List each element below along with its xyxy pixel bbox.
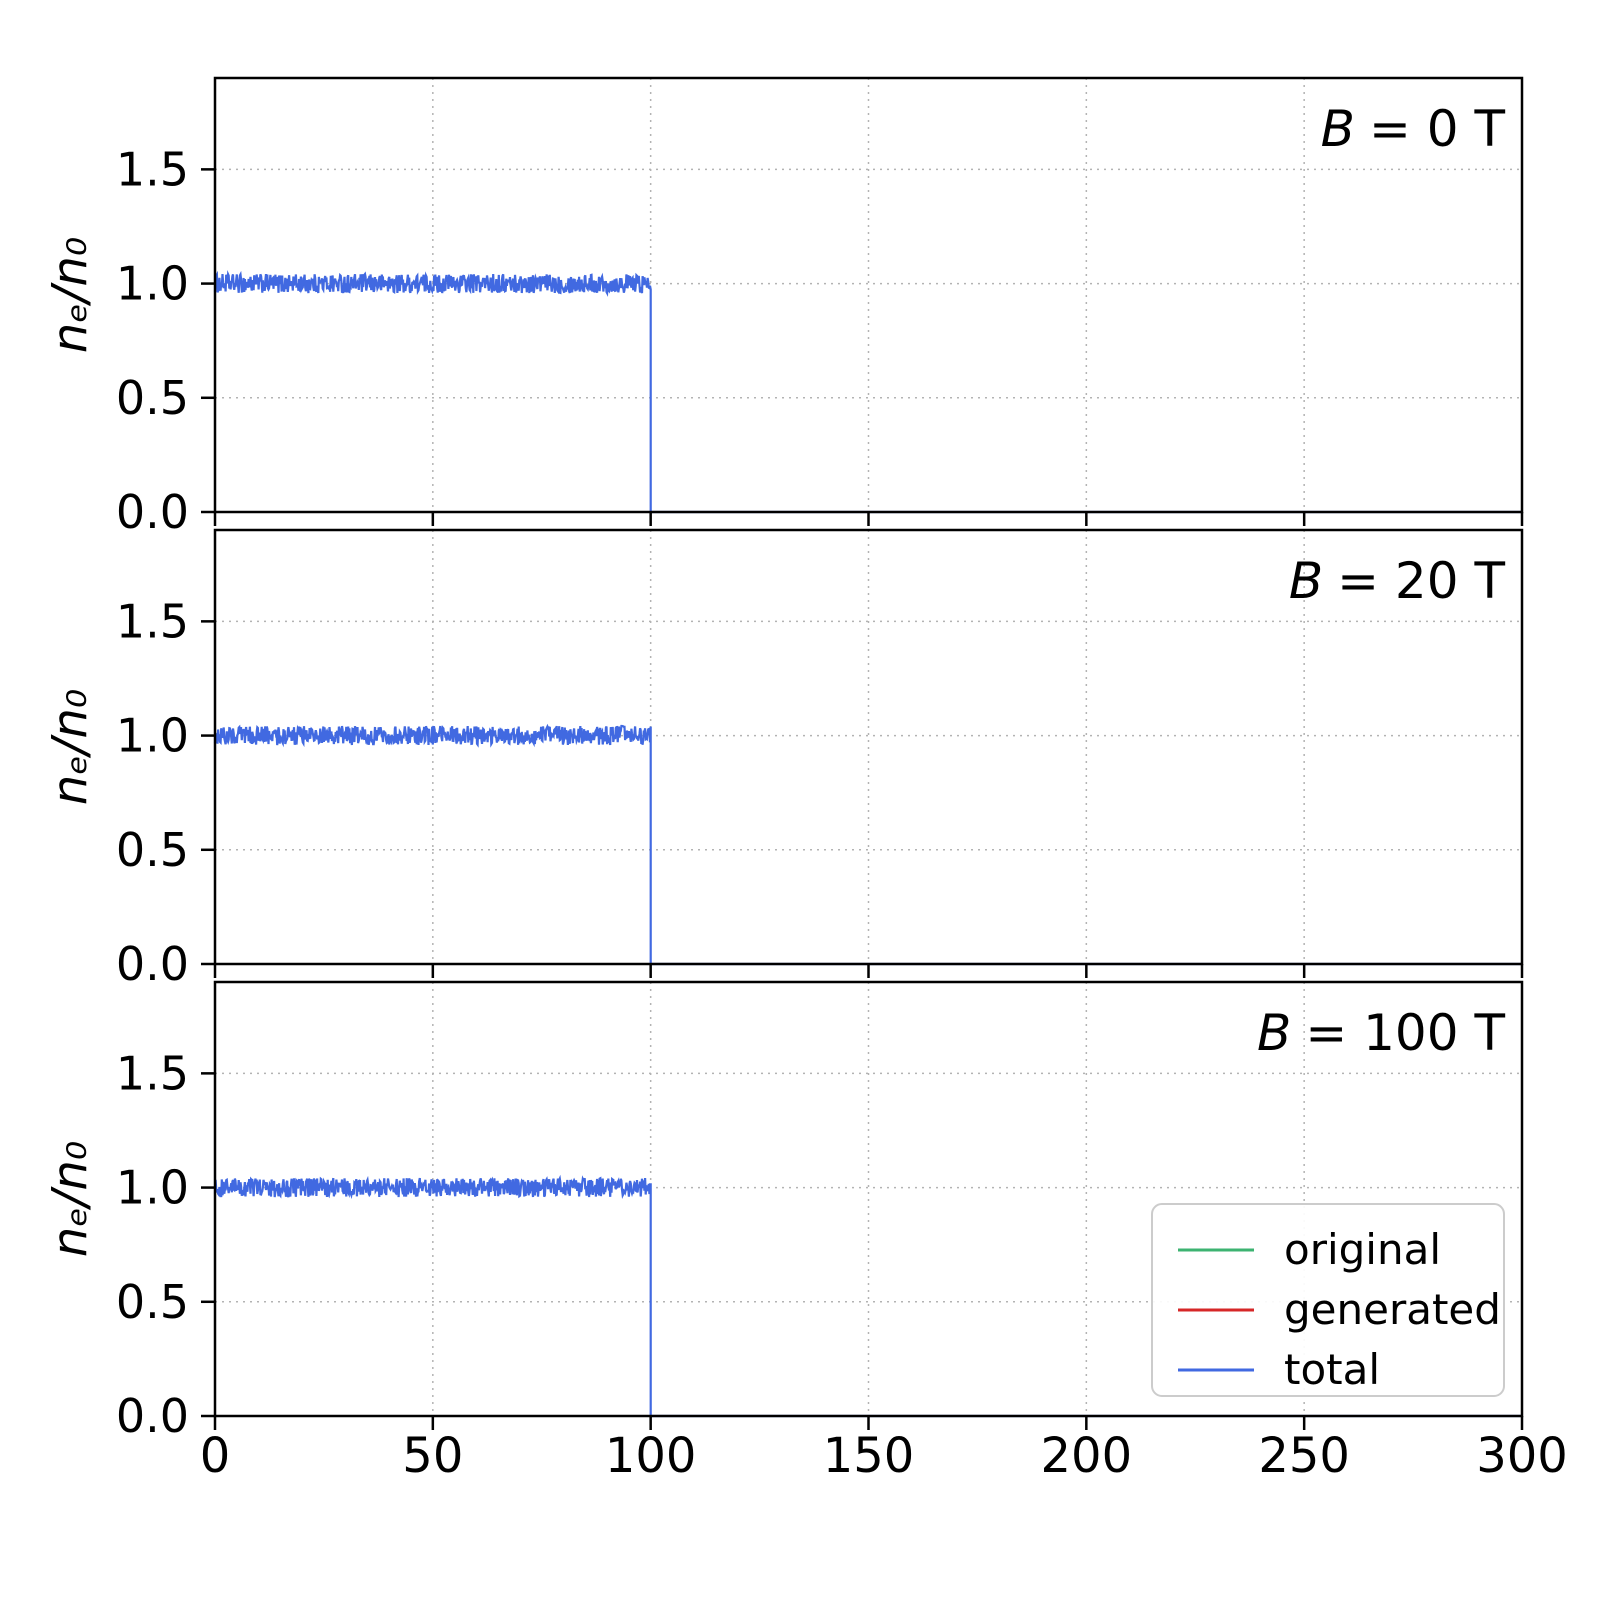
y-tick-label: 1.5	[116, 594, 189, 648]
y-tick-label: 1.5	[116, 142, 189, 196]
y-tick-label: 0.5	[116, 371, 189, 425]
panel-0: 0.0 0.5 1.0 1.5 nₑ/n₀ B = 0 T	[42, 76, 1524, 539]
series-total	[213, 723, 1522, 966]
y-tick-label: 0.0	[116, 937, 189, 991]
y-tick-label: 0.5	[116, 1275, 189, 1329]
y-axis-label: nₑ/n₀	[42, 1141, 98, 1257]
panel-annotation: B = 20 T	[1289, 552, 1506, 610]
y-tick-label: 1.5	[116, 1046, 189, 1100]
y-tick-label: 0.5	[116, 823, 189, 877]
panel-annotation: B = 0 T	[1321, 100, 1506, 158]
y-tick-label: 0.0	[116, 1389, 189, 1443]
y-tick-label: 0.0	[116, 485, 189, 539]
panel-annotation: B = 100 T	[1257, 1004, 1505, 1062]
legend-box	[1151, 1203, 1505, 1397]
x-tick-label: 250	[1258, 1428, 1350, 1484]
legend-label-original: original	[1284, 1225, 1441, 1274]
x-tick-label: 0	[200, 1428, 231, 1484]
panel-2: 0.0 0.5 1.0 1.5 nₑ/n₀ B = 100 T 0 50 100 150 200 250…	[42, 980, 1568, 1484]
x-tick-label: 300	[1476, 1428, 1568, 1484]
y-axis-label: nₑ/n₀	[42, 689, 98, 805]
y-tick-label: 1.0	[116, 257, 189, 311]
x-tick-label: 150	[823, 1428, 915, 1484]
legend-label-generated: generated	[1284, 1285, 1501, 1334]
x-tick-label: 100	[605, 1428, 697, 1484]
y-tick-label: 1.0	[116, 1161, 189, 1215]
x-tick-label: 200	[1041, 1428, 1133, 1484]
y-tick-label: 1.0	[116, 709, 189, 763]
x-tick-label: 50	[402, 1428, 463, 1484]
legend: original generated total	[1151, 1203, 1505, 1397]
panel-1: 0.0 0.5 1.0 1.5 nₑ/n₀ B = 20 T	[42, 528, 1524, 991]
legend-label-total: total	[1284, 1345, 1380, 1394]
series-total	[213, 269, 1522, 514]
y-axis-label: nₑ/n₀	[42, 237, 98, 353]
series-total	[213, 1174, 1522, 1418]
